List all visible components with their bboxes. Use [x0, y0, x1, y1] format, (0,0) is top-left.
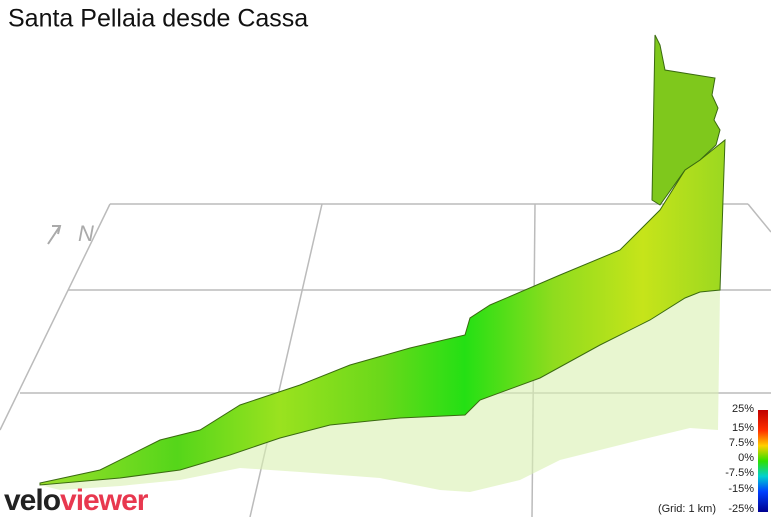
logo: veloviewer: [4, 484, 149, 517]
logo-part: viewer: [60, 484, 149, 517]
legend-labels: 25% 15% 7.5% 0% -7.5% -15% (Grid: 1 km) …: [658, 403, 754, 515]
legend-label: 15%: [732, 422, 754, 434]
legend-label: 25%: [732, 403, 754, 415]
legend-label: 7.5%: [729, 437, 754, 449]
grid-note: (Grid: 1 km): [658, 503, 716, 515]
legend-label: -25%: [728, 503, 754, 515]
compass-label: N: [78, 221, 94, 246]
legend-label: 0%: [738, 452, 754, 464]
legend-color-bar: [758, 410, 768, 512]
elevation-spike: [651, 34, 721, 206]
elevation-ribbon: [39, 138, 726, 486]
legend-label: -7.5%: [725, 467, 754, 479]
title: Santa Pellaia desde Cassa: [8, 5, 308, 33]
reflection: [40, 290, 720, 492]
logo-part: velo: [4, 484, 61, 517]
compass-arrow: [47, 225, 62, 245]
legend-label: -15%: [728, 483, 754, 495]
